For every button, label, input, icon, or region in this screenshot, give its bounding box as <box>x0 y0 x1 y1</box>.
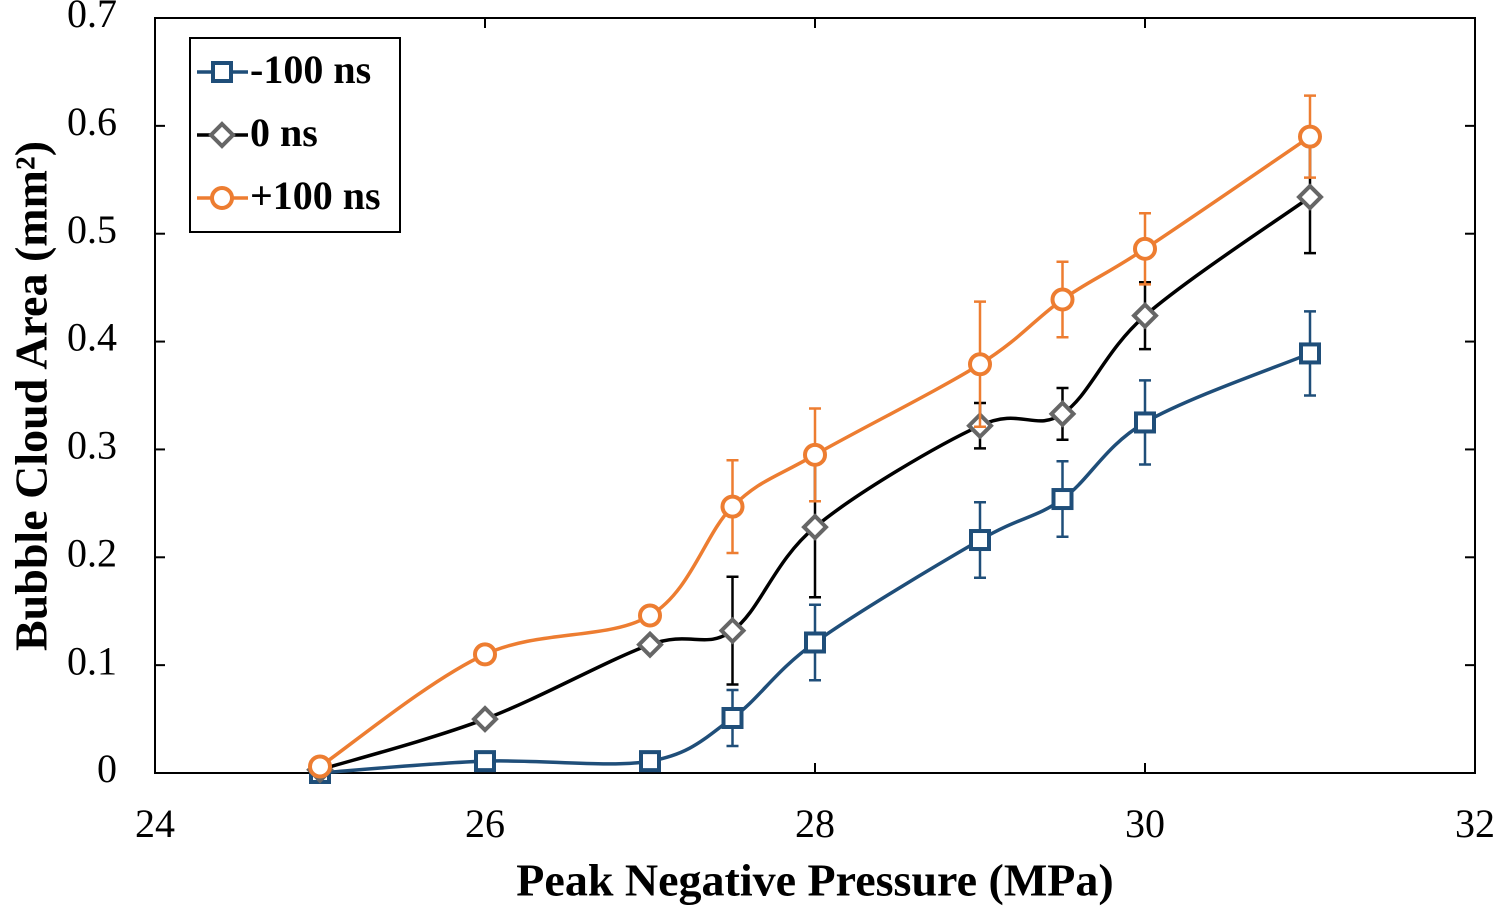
y-tick-label: 0.4 <box>67 315 117 360</box>
x-tick-label: 30 <box>1125 801 1165 846</box>
marker <box>1298 124 1322 149</box>
marker <box>721 706 744 729</box>
x-tick-label: 32 <box>1455 801 1495 846</box>
marker <box>1051 488 1074 511</box>
marker <box>1131 301 1159 330</box>
marker <box>473 642 497 667</box>
marker <box>718 616 747 645</box>
y-tick-label: 0.3 <box>67 423 117 468</box>
marker <box>208 121 236 149</box>
marker <box>1134 411 1156 434</box>
marker <box>211 61 233 83</box>
x-tick-label: 28 <box>795 801 835 846</box>
x-axis-title: Peak Negative Pressure (MPa) <box>516 855 1113 906</box>
marker <box>969 529 991 552</box>
marker <box>720 494 745 519</box>
x-tick-label: 24 <box>135 801 175 846</box>
marker <box>968 352 992 377</box>
y-tick-label: 0.1 <box>67 638 117 683</box>
marker <box>474 750 496 773</box>
marker <box>471 705 499 733</box>
marker <box>1048 400 1077 428</box>
marker <box>803 442 827 467</box>
marker <box>1299 342 1321 365</box>
marker <box>804 631 826 654</box>
y-tick-label: 0.2 <box>67 530 117 575</box>
marker <box>639 750 661 773</box>
marker <box>1133 236 1157 261</box>
marker <box>638 603 662 628</box>
y-tick-label: 0.5 <box>67 207 117 252</box>
marker <box>308 754 332 779</box>
marker <box>210 186 234 210</box>
y-tick-label: 0.6 <box>67 99 117 144</box>
y-tick-label: 0.7 <box>67 0 117 36</box>
y-tick-label: 0 <box>97 746 117 791</box>
marker <box>1296 183 1324 211</box>
marker <box>801 513 829 541</box>
legend-label: -100 ns <box>250 47 371 92</box>
legend-label: 0 ns <box>250 110 318 155</box>
x-tick-label: 26 <box>465 801 505 846</box>
marker <box>1050 287 1075 312</box>
marker <box>636 630 664 659</box>
legend-label: +100 ns <box>250 173 381 218</box>
y-axis-title: Bubble Cloud Area (mm²) <box>6 141 57 651</box>
